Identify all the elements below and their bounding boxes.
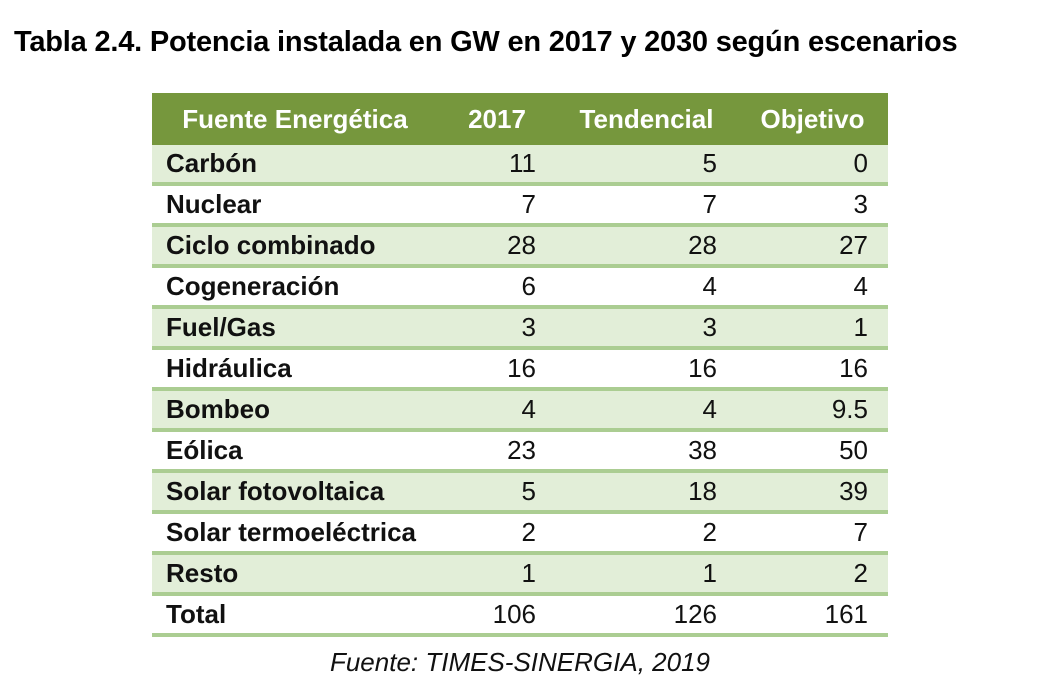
cell-objetivo: 4 bbox=[737, 266, 888, 310]
header-tendencial: Tendencial bbox=[556, 93, 737, 146]
cell-fuente: Nuclear bbox=[152, 184, 438, 228]
cell-tendencial: 7 bbox=[556, 184, 737, 228]
cell-2017: 7 bbox=[438, 184, 556, 228]
cell-tendencial: 16 bbox=[556, 348, 737, 392]
table-row: Fuel/Gas 3 3 1 bbox=[152, 307, 888, 351]
cell-tendencial: 5 bbox=[556, 145, 737, 187]
cell-fuente: Total bbox=[152, 594, 438, 638]
table-row: Nuclear 7 7 3 bbox=[152, 184, 888, 228]
cell-objetivo: 1 bbox=[737, 307, 888, 351]
cell-tendencial: 1 bbox=[556, 553, 737, 597]
cell-objetivo: 50 bbox=[737, 430, 888, 474]
cell-tendencial: 4 bbox=[556, 389, 737, 433]
cell-objetivo: 161 bbox=[737, 594, 888, 638]
cell-fuente: Cogeneración bbox=[152, 266, 438, 310]
cell-tendencial: 126 bbox=[556, 594, 737, 638]
table-row: Ciclo combinado 28 28 27 bbox=[152, 225, 888, 269]
table-row: Carbón 11 5 0 bbox=[152, 145, 888, 187]
cell-fuente: Hidráulica bbox=[152, 348, 438, 392]
cell-2017: 5 bbox=[438, 471, 556, 515]
cell-objetivo: 7 bbox=[737, 512, 888, 556]
table-source-note: Fuente: TIMES-SINERGIA, 2019 bbox=[329, 647, 711, 678]
table-row: Hidráulica 16 16 16 bbox=[152, 348, 888, 392]
header-2017: 2017 bbox=[438, 93, 556, 146]
cell-fuente: Ciclo combinado bbox=[152, 225, 438, 269]
cell-objetivo: 9.5 bbox=[737, 389, 888, 433]
cell-fuente: Fuel/Gas bbox=[152, 307, 438, 351]
cell-tendencial: 38 bbox=[556, 430, 737, 474]
cell-tendencial: 3 bbox=[556, 307, 737, 351]
cell-objetivo: 3 bbox=[737, 184, 888, 228]
header-fuente-energetica: Fuente Energética bbox=[152, 93, 438, 146]
cell-2017: 4 bbox=[438, 389, 556, 433]
header-objetivo: Objetivo bbox=[737, 93, 888, 146]
table-row: Solar termoeléctrica 2 2 7 bbox=[152, 512, 888, 556]
cell-2017: 106 bbox=[438, 594, 556, 638]
table-title: Tabla 2.4. Potencia instalada en GW en 2… bbox=[14, 26, 958, 58]
cell-2017: 2 bbox=[438, 512, 556, 556]
cell-2017: 11 bbox=[438, 145, 556, 187]
cell-fuente: Resto bbox=[152, 553, 438, 597]
cell-fuente: Solar termoeléctrica bbox=[152, 512, 438, 556]
table-header-row: Fuente Energética 2017 Tendencial Objeti… bbox=[152, 93, 888, 146]
cell-fuente: Eólica bbox=[152, 430, 438, 474]
energy-table: Fuente Energética 2017 Tendencial Objeti… bbox=[152, 93, 888, 638]
cell-tendencial: 2 bbox=[556, 512, 737, 556]
cell-2017: 6 bbox=[438, 266, 556, 310]
cell-objetivo: 2 bbox=[737, 553, 888, 597]
table-row: Bombeo 4 4 9.5 bbox=[152, 389, 888, 433]
table-row: Eólica 23 38 50 bbox=[152, 430, 888, 474]
table-row: Solar fotovoltaica 5 18 39 bbox=[152, 471, 888, 515]
cell-2017: 3 bbox=[438, 307, 556, 351]
cell-objetivo: 16 bbox=[737, 348, 888, 392]
cell-tendencial: 18 bbox=[556, 471, 737, 515]
cell-2017: 16 bbox=[438, 348, 556, 392]
cell-objetivo: 27 bbox=[737, 225, 888, 269]
cell-objetivo: 0 bbox=[737, 145, 888, 187]
cell-fuente: Bombeo bbox=[152, 389, 438, 433]
cell-fuente: Carbón bbox=[152, 145, 438, 187]
cell-2017: 23 bbox=[438, 430, 556, 474]
cell-tendencial: 4 bbox=[556, 266, 737, 310]
cell-2017: 28 bbox=[438, 225, 556, 269]
cell-fuente: Solar fotovoltaica bbox=[152, 471, 438, 515]
table-row: Total 106 126 161 bbox=[152, 594, 888, 638]
cell-tendencial: 28 bbox=[556, 225, 737, 269]
cell-2017: 1 bbox=[438, 553, 556, 597]
cell-objetivo: 39 bbox=[737, 471, 888, 515]
table-row: Resto 1 1 2 bbox=[152, 553, 888, 597]
table-row: Cogeneración 6 4 4 bbox=[152, 266, 888, 310]
